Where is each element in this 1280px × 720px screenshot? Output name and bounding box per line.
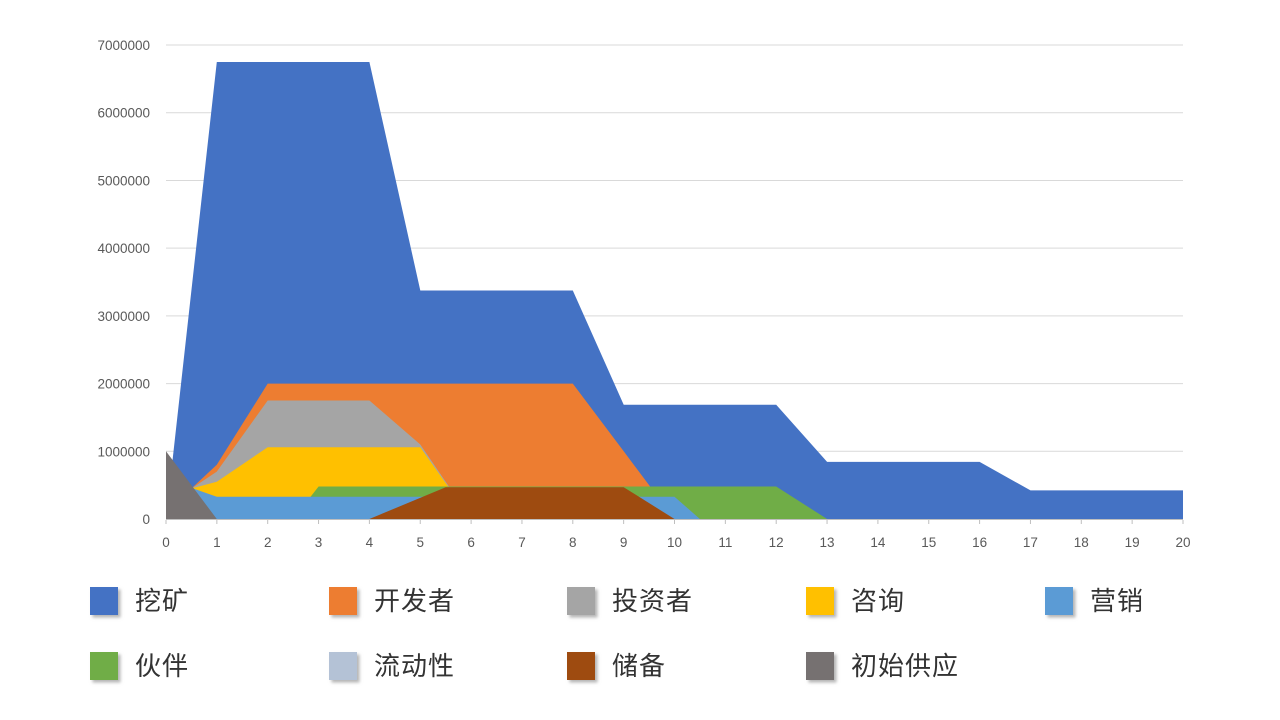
area-reserve[interactable] xyxy=(369,487,675,519)
legend-label-marketing: 营销 xyxy=(1090,586,1145,616)
x-tick-label: 7 xyxy=(518,535,526,550)
legend-item-liquidity[interactable]: 流动性 xyxy=(329,651,455,681)
legend-label-advisory: 咨询 xyxy=(851,586,906,616)
legend-item-partners[interactable]: 伙伴 xyxy=(90,651,189,681)
legend-swatch-partners xyxy=(90,652,118,680)
legend-label-developers: 开发者 xyxy=(374,586,456,616)
x-tick-label: 4 xyxy=(366,535,374,550)
legend-item-investors[interactable]: 投资者 xyxy=(567,586,693,616)
x-tick-label: 18 xyxy=(1074,535,1089,550)
x-tick-label: 2 xyxy=(264,535,272,550)
legend-swatch-investors xyxy=(567,587,595,615)
y-tick-labels-group: 0 1000000 2000000 3000000 4000000 5000000 6000… xyxy=(97,38,150,527)
series-areas-group xyxy=(166,62,1183,519)
legend-label-investors: 投资者 xyxy=(612,586,694,616)
x-tick-label: 16 xyxy=(972,535,987,550)
x-tick-label: 3 xyxy=(315,535,323,550)
legend-item-mining[interactable]: 挖矿 xyxy=(90,586,189,616)
y-tick-label: 2000000 xyxy=(97,377,150,392)
legend-label-mining: 挖矿 xyxy=(135,586,190,616)
legend-label-initial_supply: 初始供应 xyxy=(851,651,960,681)
legend-swatch-reserve xyxy=(567,652,595,680)
y-tick-label: 0 xyxy=(142,512,150,527)
legend-swatch-initial_supply xyxy=(806,652,834,680)
x-tick-label: 10 xyxy=(667,535,682,550)
x-tick-label: 0 xyxy=(162,535,170,550)
y-tick-label: 6000000 xyxy=(97,106,150,121)
legend-swatch-developers xyxy=(329,587,357,615)
x-tick-label: 19 xyxy=(1125,535,1140,550)
x-tick-label: 15 xyxy=(921,535,936,550)
legend-label-liquidity: 流动性 xyxy=(374,651,456,681)
area-initial_supply[interactable] xyxy=(166,451,217,519)
legend-item-reserve[interactable]: 储备 xyxy=(567,651,666,681)
legend-item-advisory[interactable]: 咨询 xyxy=(806,586,905,616)
legend-label-reserve: 储备 xyxy=(612,651,667,681)
x-tick-label: 13 xyxy=(820,535,835,550)
x-tick-label: 20 xyxy=(1175,535,1190,550)
tokenomics-area-chart: 0 1 2 3 4 5 6 7 8 9 10 11 12 13 14 15 16 17 18 19 20 0100000… xyxy=(97,38,1190,550)
legend-swatch-mining xyxy=(90,587,118,615)
x-axis-group xyxy=(165,519,1184,524)
x-tick-label: 5 xyxy=(416,535,424,550)
y-tick-label: 5000000 xyxy=(97,173,150,188)
y-tick-label: 3000000 xyxy=(97,309,150,324)
x-tick-label: 12 xyxy=(769,535,784,550)
x-tick-label: 11 xyxy=(718,535,732,550)
x-tick-label: 1 xyxy=(213,535,221,550)
legend-item-developers[interactable]: 开发者 xyxy=(329,586,455,616)
x-tick-label: 9 xyxy=(620,535,628,550)
x-tick-label: 14 xyxy=(870,535,886,550)
y-tick-label: 1000000 xyxy=(97,444,150,459)
x-tick-label: 17 xyxy=(1023,535,1038,550)
legend-item-initial_supply[interactable]: 初始供应 xyxy=(806,651,959,681)
x-tick-labels-group: 0 1 2 3 4 5 6 7 8 9 10 11 12 13 14 15 16 17 18 19 20 xyxy=(162,535,1190,550)
legend-swatch-advisory xyxy=(806,587,834,615)
x-tick-label: 8 xyxy=(569,535,577,550)
legend-swatch-liquidity xyxy=(329,652,357,680)
legend-label-partners: 伙伴 xyxy=(135,651,190,681)
y-tick-label: 7000000 xyxy=(97,38,150,53)
legend-swatch-marketing xyxy=(1045,587,1073,615)
y-tick-label: 4000000 xyxy=(97,241,150,256)
x-tick-label: 6 xyxy=(467,535,475,550)
legend-item-marketing[interactable]: 营销 xyxy=(1045,586,1144,616)
